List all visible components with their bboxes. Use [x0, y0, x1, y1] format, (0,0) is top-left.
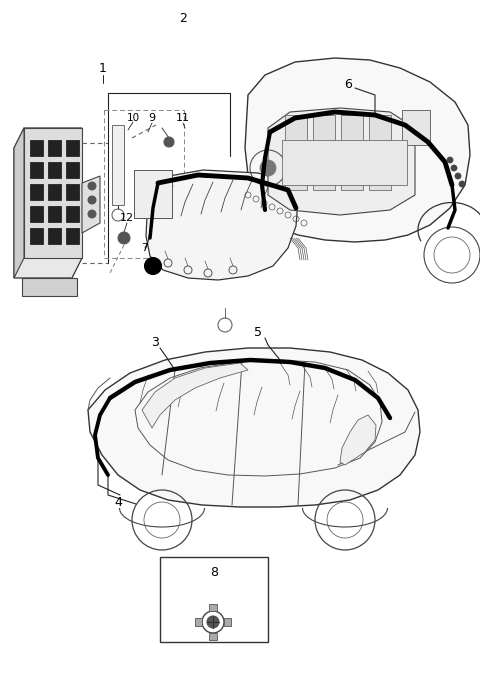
Circle shape — [451, 165, 457, 171]
Text: 11: 11 — [176, 113, 190, 123]
Polygon shape — [82, 176, 100, 233]
Bar — [30, 162, 43, 178]
Text: 12: 12 — [120, 213, 134, 223]
Bar — [30, 140, 43, 156]
Text: 6: 6 — [344, 79, 352, 92]
Polygon shape — [14, 128, 82, 278]
Bar — [134, 170, 172, 218]
Circle shape — [88, 210, 96, 218]
Circle shape — [207, 616, 219, 628]
Bar — [66, 228, 79, 244]
Bar — [48, 140, 61, 156]
Circle shape — [459, 181, 465, 187]
Text: 7: 7 — [142, 243, 149, 253]
Bar — [402, 110, 430, 145]
Circle shape — [88, 182, 96, 190]
Bar — [66, 206, 79, 222]
Text: 8: 8 — [210, 567, 218, 579]
Bar — [369, 115, 391, 190]
Bar — [341, 115, 363, 190]
Text: 5: 5 — [254, 326, 262, 339]
Bar — [209, 604, 217, 611]
Text: 9: 9 — [148, 113, 156, 123]
Bar — [282, 140, 407, 185]
Text: 2: 2 — [179, 11, 187, 24]
Polygon shape — [268, 108, 415, 215]
Text: 10: 10 — [126, 113, 140, 123]
Bar — [285, 115, 307, 190]
Bar — [224, 618, 231, 626]
Bar — [48, 184, 61, 200]
Bar — [66, 162, 79, 178]
Circle shape — [164, 137, 174, 147]
Bar — [313, 115, 335, 190]
Bar — [104, 110, 184, 258]
Bar — [112, 125, 124, 205]
Bar — [195, 618, 202, 626]
Bar — [209, 633, 217, 640]
Circle shape — [455, 173, 461, 179]
Bar — [48, 206, 61, 222]
Text: 4: 4 — [114, 495, 122, 509]
Circle shape — [88, 196, 96, 204]
Bar — [30, 206, 43, 222]
Bar — [66, 184, 79, 200]
Polygon shape — [142, 363, 248, 428]
Circle shape — [145, 258, 161, 274]
Bar — [48, 162, 61, 178]
Bar — [66, 140, 79, 156]
Circle shape — [118, 232, 130, 244]
Polygon shape — [14, 128, 24, 278]
Circle shape — [447, 157, 453, 163]
Circle shape — [260, 160, 276, 176]
Bar — [30, 228, 43, 244]
Polygon shape — [88, 348, 420, 507]
Bar — [160, 557, 268, 642]
Polygon shape — [22, 278, 77, 296]
Text: 3: 3 — [151, 336, 159, 349]
Bar — [30, 184, 43, 200]
Polygon shape — [340, 415, 376, 465]
Polygon shape — [146, 170, 298, 280]
Text: 1: 1 — [99, 61, 107, 75]
Bar — [48, 228, 61, 244]
Polygon shape — [24, 128, 82, 258]
Polygon shape — [245, 58, 470, 242]
